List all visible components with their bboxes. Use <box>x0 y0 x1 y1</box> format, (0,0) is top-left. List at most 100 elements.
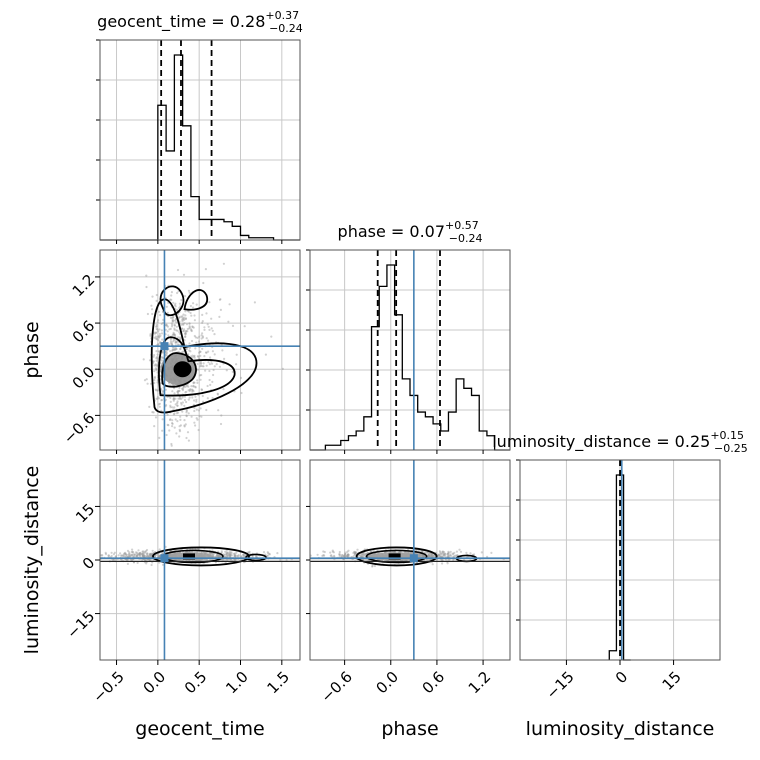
scatter-point <box>153 555 156 558</box>
scatter-point <box>140 553 143 556</box>
scatter-point <box>191 354 194 357</box>
scatter-point <box>199 354 202 357</box>
contour-inner <box>161 352 197 388</box>
scatter-point <box>420 550 423 553</box>
scatter-point <box>191 325 194 329</box>
scatter-point <box>178 425 181 428</box>
scatter-point <box>430 553 433 556</box>
scatter-point <box>112 559 115 562</box>
scatter-point <box>222 262 225 265</box>
scatter-point <box>183 398 186 402</box>
scatter-point <box>152 360 155 363</box>
scatter-point <box>164 352 167 355</box>
scatter-point <box>173 348 176 351</box>
scatter-point <box>156 365 159 368</box>
scatter-point <box>180 323 183 326</box>
scatter-point <box>126 559 129 562</box>
scatter-point <box>172 315 175 318</box>
scatter-point <box>149 382 153 385</box>
scatter-point <box>154 363 157 366</box>
scatter-point <box>189 304 192 308</box>
scatter-point <box>343 553 346 557</box>
scatter-point <box>201 313 204 316</box>
contour-outer <box>355 546 438 567</box>
scatter-point <box>176 343 179 346</box>
scatter-point <box>202 281 205 285</box>
scatter-point <box>424 551 427 554</box>
scatter-point <box>158 554 161 558</box>
scatter-point <box>198 414 201 418</box>
scatter-point <box>454 554 457 557</box>
scatter-point <box>354 551 357 554</box>
scatter-point <box>179 315 182 318</box>
scatter-point <box>192 384 195 387</box>
scatter-point <box>146 382 149 385</box>
scatter-point <box>347 553 350 556</box>
scatter-point <box>229 552 232 555</box>
scatter-point <box>167 334 170 337</box>
scatter-point <box>156 357 159 360</box>
scatter-point <box>421 554 424 557</box>
scatter-point <box>101 554 104 557</box>
scatter-point <box>205 551 208 554</box>
scatter-point <box>255 555 258 558</box>
scatter-point <box>145 285 148 289</box>
density-peak <box>182 553 195 560</box>
scatter-point <box>175 308 179 311</box>
scatter-point <box>185 414 188 417</box>
scatter-point <box>183 419 186 422</box>
scatter-point <box>158 332 161 335</box>
scatter-point <box>199 360 202 363</box>
scatter-point <box>229 553 232 557</box>
scatter-point <box>208 363 211 366</box>
scatter-point <box>465 551 468 555</box>
scatter-point <box>152 411 155 414</box>
scatter-point <box>149 552 153 556</box>
scatter-point <box>188 342 191 345</box>
scatter-point <box>171 390 174 393</box>
scatter-point <box>427 555 430 558</box>
scatter-point <box>172 319 175 322</box>
scatter-point <box>121 555 124 558</box>
scatter-point <box>182 387 185 390</box>
contour-outer <box>152 546 250 567</box>
scatter-point <box>165 404 168 407</box>
scatter-point <box>177 336 180 339</box>
scatter-point <box>371 565 374 568</box>
scatter-point <box>194 347 197 350</box>
scatter-point <box>184 332 187 335</box>
scatter-point <box>145 562 148 565</box>
scatter-point <box>173 328 176 331</box>
scatter-point <box>158 335 161 338</box>
scatter-point <box>192 381 195 384</box>
scatter-point <box>198 374 202 377</box>
scatter-point <box>217 409 220 412</box>
scatter-point <box>180 327 183 330</box>
scatter-point <box>131 555 134 558</box>
scatter-point <box>187 398 190 401</box>
scatter-point <box>235 353 238 356</box>
scatter-point <box>177 397 180 400</box>
scatter-point <box>188 325 191 328</box>
scatter-point <box>217 555 220 558</box>
scatter-point <box>100 554 103 557</box>
scatter-point <box>212 368 215 372</box>
scatter-point <box>204 369 207 372</box>
scatter-point <box>190 328 193 331</box>
scatter-point <box>181 401 184 404</box>
scatter-point <box>441 552 444 555</box>
scatter-point <box>158 405 161 408</box>
scatter-point <box>183 322 186 325</box>
scatter-point <box>196 336 199 339</box>
scatter-point <box>175 347 178 350</box>
title-plus: +0.57 <box>445 219 479 232</box>
scatter-point <box>153 336 156 339</box>
scatter-point <box>107 554 110 557</box>
scatter-point <box>172 413 175 416</box>
scatter-point <box>154 335 157 338</box>
scatter-point <box>338 552 341 556</box>
scatter-point <box>195 408 198 411</box>
scatter-point <box>211 380 214 383</box>
scatter-point <box>178 396 182 399</box>
scatter-point <box>180 387 184 390</box>
